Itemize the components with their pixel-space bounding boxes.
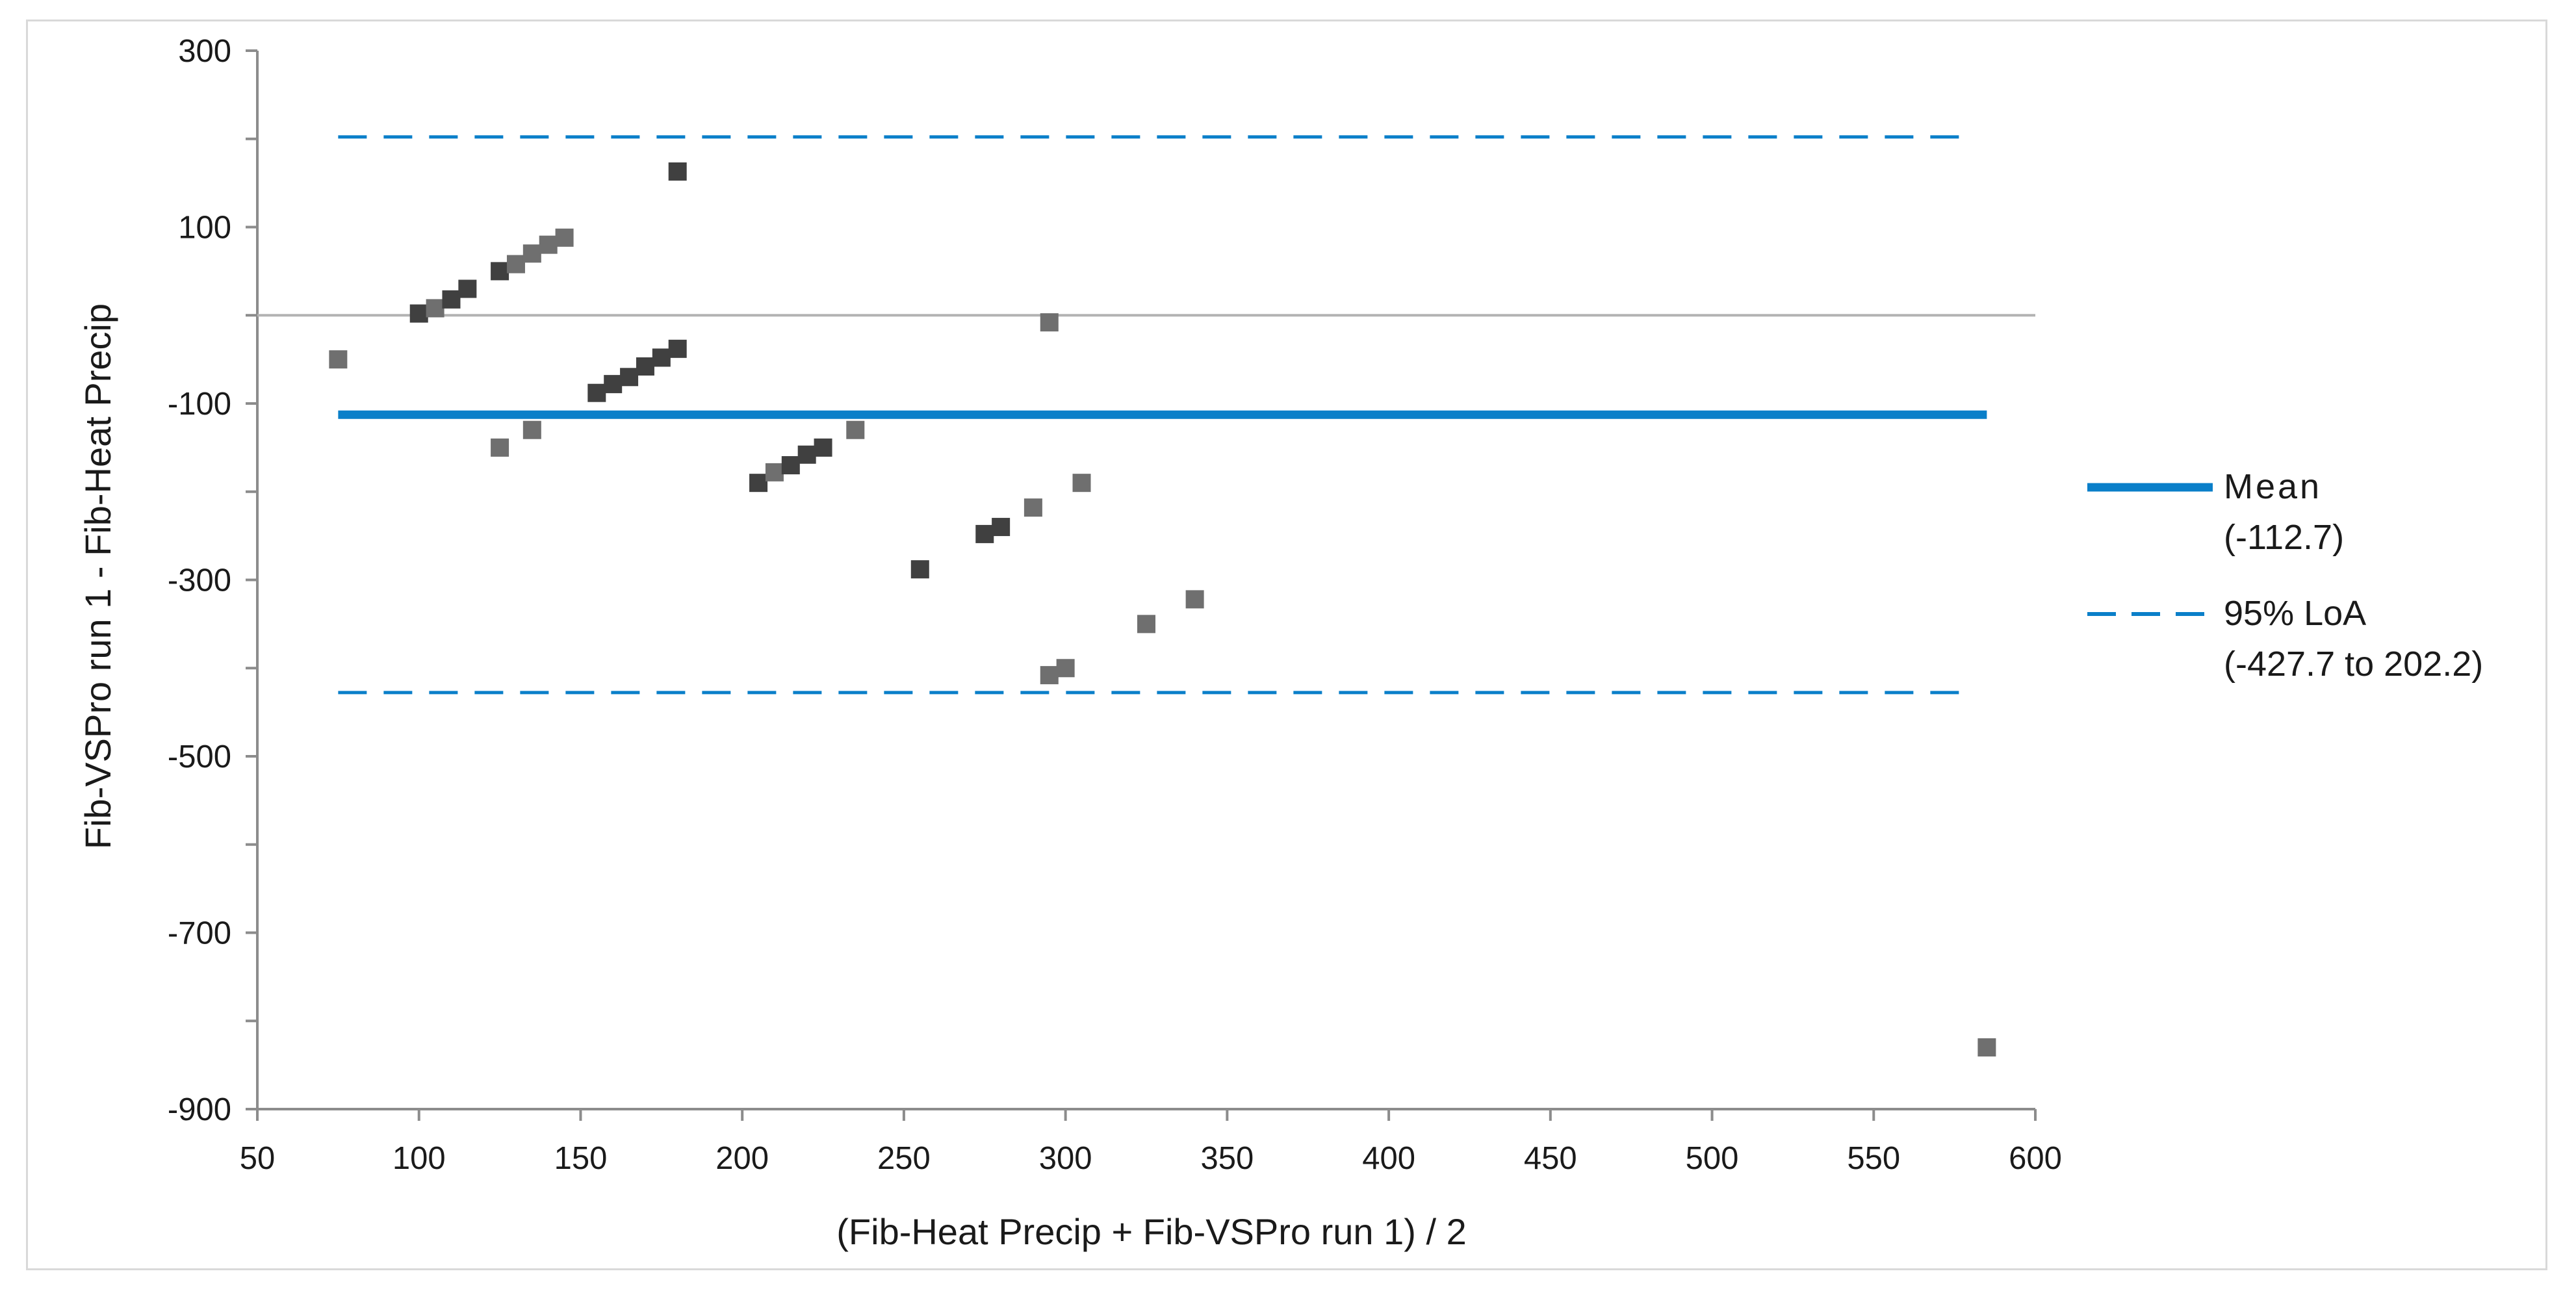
reference-lines [257,135,2035,695]
data-point [620,368,639,387]
x-tick-label: 400 [1362,1141,1415,1176]
y-tick-label: -100 [168,387,231,422]
data-point [409,304,428,323]
legend: Mean (-112.7) 95% LoA (-427.7 to 202.2) [2087,467,2483,684]
x-tick-label: 250 [877,1141,931,1176]
y-tick-label: -300 [168,563,231,598]
data-point [1024,498,1042,517]
data-point [1040,666,1059,685]
legend-mean-value: (-112.7) [2224,518,2344,557]
data-point [975,524,994,543]
data-point [652,348,671,367]
data-point [1056,659,1075,678]
data-points [329,162,1996,1056]
x-tick-label: 550 [1847,1141,1900,1176]
data-point [765,463,784,481]
data-point [587,383,606,402]
data-point [1137,615,1155,634]
x-tick-label: 150 [554,1141,608,1176]
data-point [668,162,687,181]
y-tick-label: 300 [178,34,231,69]
x-tick-label: 200 [715,1141,769,1176]
x-tick-label: 600 [2009,1141,2062,1176]
data-point [910,560,929,579]
data-point [992,518,1011,537]
data-point [781,456,800,475]
data-point [506,255,525,274]
data-point [522,420,541,439]
data-point [636,357,654,376]
chart-frame [26,19,2547,1270]
x-tick-label: 500 [1686,1141,1739,1176]
data-point [668,339,687,358]
x-tick-label: 50 [240,1141,276,1176]
x-tick-label: 450 [1524,1141,1577,1176]
x-axis-title: (Fib-Heat Precip + Fib-VSPro run 1) / 2 [836,1211,1466,1252]
y-tick-label: 100 [178,211,231,246]
y-axis-title: Fib-VSPro run 1 - Fib-Heat Precip [77,303,118,849]
data-point [1072,474,1091,493]
y-tick-label: -500 [168,739,231,775]
data-point [491,262,509,281]
data-point [814,438,832,457]
x-tick-label: 100 [393,1141,446,1176]
data-point [1977,1038,1996,1056]
data-point [329,350,348,369]
data-point [458,279,477,298]
tick-labels: 300 100 -100 -300 -500 -700 -900 50 100 150 200 250… [168,34,2062,1176]
legend-loa-label: 95% LoA [2224,594,2366,633]
data-point [555,228,574,247]
data-point [522,244,541,263]
data-point [1040,313,1059,332]
legend-loa-value: (-427.7 to 202.2) [2224,645,2483,684]
data-point [442,290,461,309]
data-point [539,235,558,254]
axes [246,49,2037,1121]
data-point [846,420,865,439]
data-point [749,474,768,493]
y-tick-label: -900 [168,1092,231,1127]
data-point [604,375,623,394]
y-tick-label: -700 [168,916,231,951]
data-point [1185,590,1204,609]
x-tick-label: 300 [1039,1141,1092,1176]
legend-mean-label: Mean [2224,467,2322,506]
data-point [491,438,509,457]
data-point [426,299,444,318]
x-tick-label: 350 [1200,1141,1254,1176]
data-point [797,445,816,464]
